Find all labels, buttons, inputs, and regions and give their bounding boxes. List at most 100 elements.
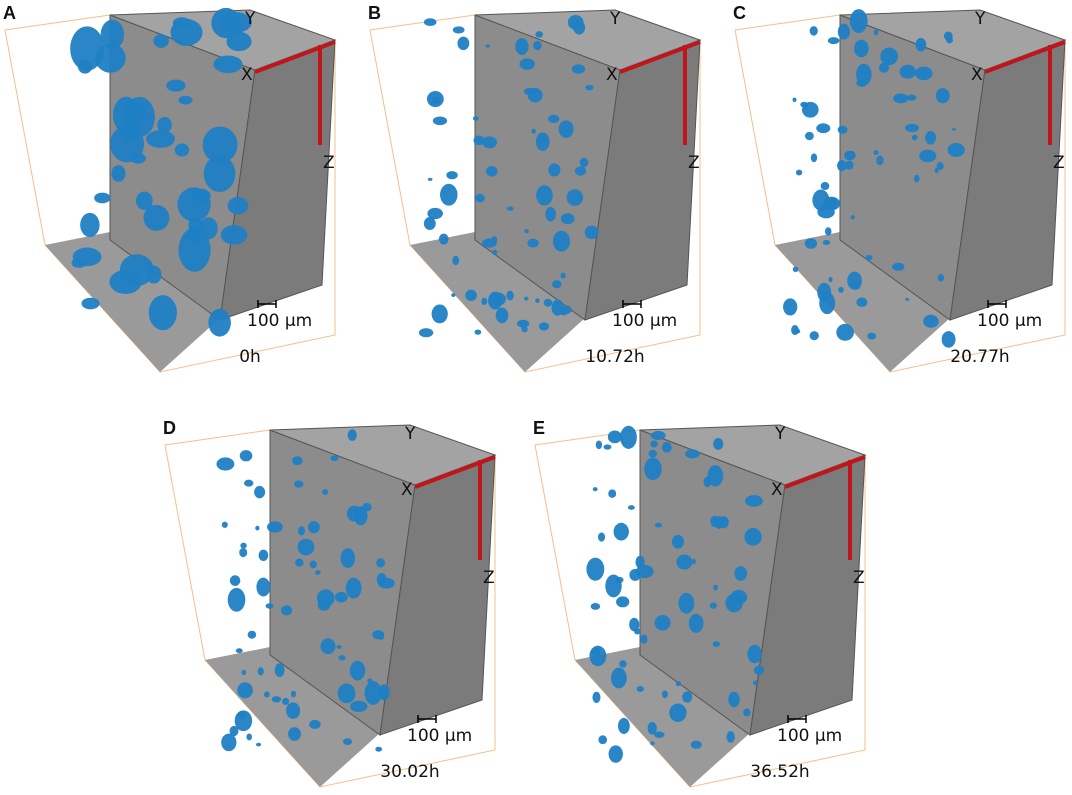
fluid-blob xyxy=(362,503,372,512)
fluid-blob xyxy=(620,425,637,449)
block-top xyxy=(269,424,497,486)
fluid-blob xyxy=(676,554,693,570)
fluid-blob xyxy=(714,516,724,529)
fluid-blob xyxy=(81,297,100,310)
fluid-blob xyxy=(685,449,700,459)
fluid-blob xyxy=(320,638,336,655)
fluid-blob xyxy=(607,430,622,444)
fluid-blob xyxy=(153,34,169,48)
fluid-blob xyxy=(271,696,282,703)
fluid-blob xyxy=(457,36,470,51)
fluid-blob xyxy=(709,602,717,609)
fluid-blob xyxy=(157,116,172,133)
axis-label-y: Y xyxy=(774,424,786,444)
fluid-blob xyxy=(548,163,561,177)
fluid-blob xyxy=(800,101,808,108)
fluid-blob xyxy=(629,617,640,632)
fluid-blob xyxy=(849,150,855,155)
fluid-blob xyxy=(524,228,529,234)
scale-bar xyxy=(622,300,642,308)
fluid-blob xyxy=(849,9,868,34)
fluid-blob xyxy=(619,660,627,668)
fluid-blob xyxy=(485,44,490,48)
fluid-blob xyxy=(865,254,873,261)
fluid-blob xyxy=(915,37,927,52)
fluid-blob xyxy=(146,130,175,148)
fluid-blob xyxy=(349,700,368,713)
panel: Y X Z 100 μm 0h A xyxy=(3,3,337,373)
fluid-blob xyxy=(753,680,758,686)
fluid-blob xyxy=(290,690,296,698)
fluid-blob xyxy=(492,249,498,255)
fluid-blob xyxy=(227,587,246,612)
fluid-blob xyxy=(485,165,498,177)
fluid-blob xyxy=(598,735,608,745)
scale-bar-label: 100 μm xyxy=(407,726,472,746)
fluid-blob xyxy=(337,683,356,704)
fluid-blob xyxy=(286,702,301,719)
scale-bar-label: 100 μm xyxy=(977,311,1042,331)
fluid-blob xyxy=(691,558,696,565)
fluid-blob xyxy=(913,174,920,183)
fluid-blob xyxy=(129,103,147,123)
fluid-blob xyxy=(336,645,342,649)
fluid-blob xyxy=(535,31,543,38)
fluid-blob xyxy=(636,685,644,693)
fluid-blob xyxy=(426,90,444,108)
fluid-blob xyxy=(947,143,965,157)
panel-label: A xyxy=(3,3,16,23)
floor xyxy=(45,232,220,372)
fluid-blob xyxy=(688,613,704,633)
fluid-blob xyxy=(229,575,241,586)
fluid-blob xyxy=(893,93,909,104)
fluid-blob xyxy=(338,655,346,661)
fluid-blob xyxy=(535,298,540,303)
axis-label-x: X xyxy=(401,480,413,500)
fluid-blob xyxy=(535,132,550,151)
fluid-blob xyxy=(648,449,658,458)
fluid-blob xyxy=(728,691,740,708)
fluid-blob xyxy=(334,591,348,603)
fluid-blob xyxy=(603,444,612,450)
fluid-blob xyxy=(375,746,383,752)
fluid-blob xyxy=(934,167,939,174)
fluid-blob xyxy=(451,293,456,297)
fluid-blob xyxy=(647,721,657,735)
fluid-blob xyxy=(892,262,905,271)
axis-label-x: X xyxy=(771,480,783,500)
fluid-blob xyxy=(905,123,919,133)
fluid-blob xyxy=(675,681,682,687)
fluid-blob xyxy=(216,457,235,471)
fluid-blob xyxy=(618,717,630,734)
fluid-blob xyxy=(730,589,748,605)
fluid-blob xyxy=(783,298,798,316)
fluid-blob xyxy=(745,495,763,507)
fluid-blob xyxy=(567,15,584,30)
fluid-blob xyxy=(899,64,917,79)
fluid-blob xyxy=(743,708,751,717)
fluid-blob xyxy=(937,274,945,282)
fluid-blob xyxy=(71,257,87,268)
fluid-blob xyxy=(867,332,877,340)
axis-label-z: Z xyxy=(1053,153,1065,173)
fluid-blob xyxy=(690,740,702,749)
fluid-blob xyxy=(317,599,331,611)
fluid-blob xyxy=(208,308,231,337)
fluid-blob xyxy=(906,94,917,101)
fluid-blob xyxy=(256,742,262,747)
scale-bar xyxy=(417,715,437,723)
fluid-blob xyxy=(713,438,724,450)
fluid-blob xyxy=(377,632,385,640)
fluid-blob xyxy=(712,641,720,647)
fluid-blob xyxy=(211,7,241,39)
fluid-blob xyxy=(241,669,247,676)
fluid-blob xyxy=(440,183,458,206)
fluid-blob xyxy=(611,667,627,689)
block-top xyxy=(109,9,337,71)
fluid-blob xyxy=(579,157,589,168)
fluid-blob xyxy=(552,280,562,289)
fluid-blob xyxy=(531,128,536,134)
fluid-blob xyxy=(856,63,872,86)
fluid-blob xyxy=(475,193,485,203)
fluid-blob xyxy=(545,207,556,222)
